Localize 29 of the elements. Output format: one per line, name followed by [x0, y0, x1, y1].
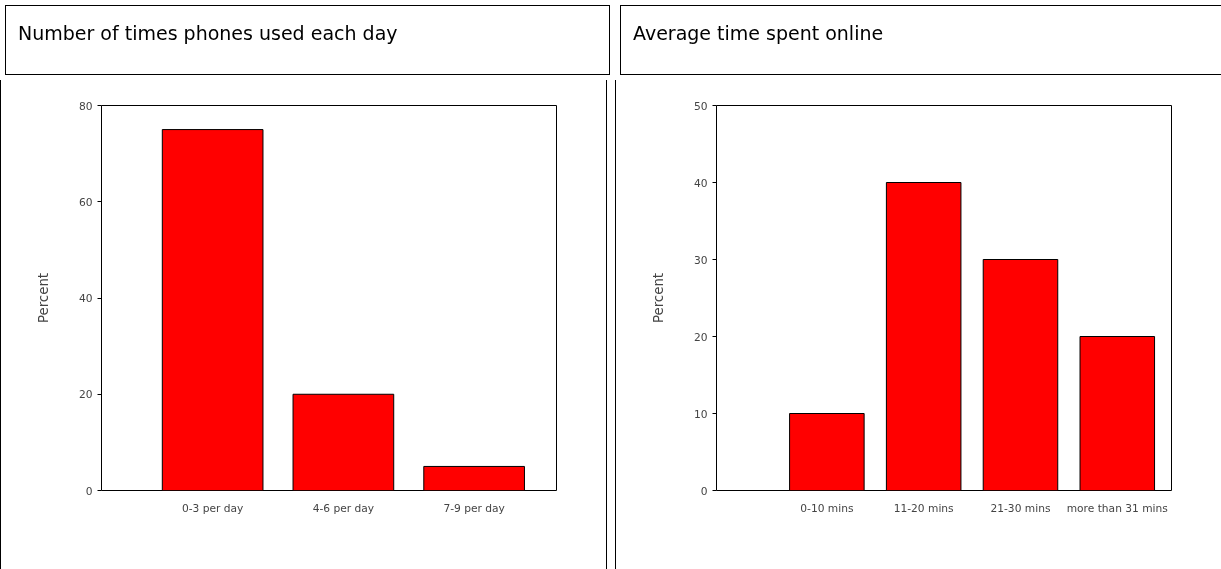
bar [1079, 336, 1156, 491]
y-tick-label: 10 [693, 407, 708, 421]
x-tick-label: 0-10 mins [800, 501, 854, 515]
y-axis-title: Percent [35, 272, 51, 324]
bar [982, 259, 1059, 491]
x-tick-label: 0-3 per day [181, 501, 244, 515]
x-tick-label: 7-9 per day [443, 501, 505, 515]
y-tick-label: 60 [78, 195, 93, 209]
y-tick-label: 40 [693, 176, 708, 190]
y-tick-label: 20 [693, 330, 708, 344]
y-tick-label: 20 [78, 388, 93, 402]
y-tick-label: 40 [78, 292, 93, 305]
bar [423, 465, 525, 491]
bar [789, 413, 865, 491]
bar [885, 182, 962, 491]
x-tick-label: 4-6 per day [312, 501, 375, 515]
x-tick-label: more than 31 mins [1066, 501, 1169, 515]
y-tick-label: 50 [693, 99, 708, 113]
bar [161, 129, 264, 491]
y-tick-label: 30 [693, 253, 708, 267]
bar [292, 393, 395, 491]
y-tick-label: 80 [78, 99, 93, 113]
x-tick-label: 11-20 mins [893, 501, 955, 515]
chart-title: Average time spent online [633, 21, 884, 46]
y-tick-label: 0 [700, 484, 708, 498]
y-tick-label: 0 [85, 484, 93, 498]
y-axis-title: Percent [650, 272, 666, 324]
x-tick-label: 21-30 mins [990, 501, 1051, 515]
chart-title: Number of times phones used each day [18, 21, 398, 46]
